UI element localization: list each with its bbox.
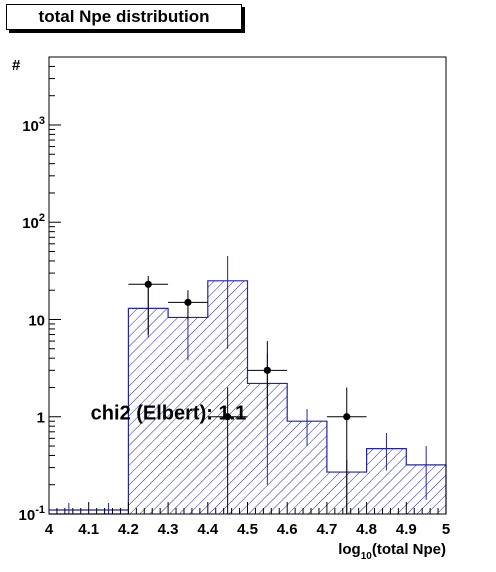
y-axis-title: # [12, 57, 21, 74]
x-tick-label: 4 [45, 521, 54, 538]
x-tick-label: 4.1 [78, 521, 99, 538]
data-point [184, 298, 192, 306]
x-axis-title: log10(total Npe) [338, 541, 446, 562]
x-tick-label: 4.5 [237, 521, 258, 538]
data-point [343, 413, 351, 421]
y-tick-label: 10 [28, 312, 45, 329]
y-tick-label: 103 [22, 115, 45, 135]
x-tick-label: 4.8 [356, 521, 377, 538]
data-point [263, 366, 271, 374]
histogram-outline [49, 280, 447, 515]
y-tick-label: 102 [22, 212, 45, 232]
x-tick-label: 5 [442, 521, 450, 538]
histogram-bin [128, 308, 169, 514]
x-tick-label: 4.6 [277, 521, 298, 538]
y-tick-label: 10-1 [19, 504, 45, 524]
data-point [144, 280, 152, 288]
x-tick-label: 4.4 [197, 521, 219, 538]
x-tick-label: 4.7 [316, 521, 337, 538]
chart-title: total Npe distribution [6, 4, 242, 30]
x-tick-label: 4.9 [396, 521, 417, 538]
data-point [224, 413, 232, 421]
chi2-annotation: chi2 (Elbert): 1.1 [91, 403, 247, 425]
x-tick-label: 4.2 [118, 521, 139, 538]
y-tick-label: 1 [37, 410, 45, 427]
x-tick-label: 4.3 [158, 521, 179, 538]
